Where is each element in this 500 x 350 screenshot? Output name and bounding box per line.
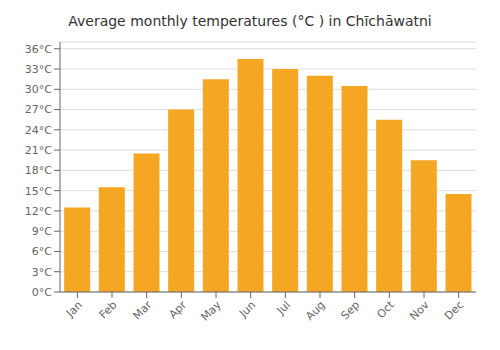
- svg-text:0°C: 0°C: [32, 286, 52, 299]
- svg-text:Nov: Nov: [407, 298, 432, 323]
- svg-text:30°C: 30°C: [25, 83, 52, 96]
- svg-text:Jan: Jan: [63, 298, 85, 320]
- svg-text:27°C: 27°C: [25, 103, 52, 116]
- svg-text:May: May: [198, 298, 224, 324]
- svg-text:12°C: 12°C: [25, 205, 52, 218]
- svg-text:9°C: 9°C: [32, 225, 52, 238]
- svg-text:21°C: 21°C: [25, 144, 52, 157]
- svg-text:Sep: Sep: [338, 298, 362, 322]
- svg-text:18°C: 18°C: [25, 164, 52, 177]
- svg-text:Apr: Apr: [166, 298, 189, 321]
- svg-text:24°C: 24°C: [25, 124, 52, 137]
- svg-text:Oct: Oct: [374, 298, 397, 321]
- svg-text:Aug: Aug: [303, 298, 327, 322]
- svg-text:33°C: 33°C: [25, 63, 52, 76]
- svg-text:6°C: 6°C: [32, 245, 52, 258]
- svg-text:36°C: 36°C: [25, 43, 52, 56]
- svg-text:Jun: Jun: [236, 298, 258, 320]
- svg-text:Jul: Jul: [274, 298, 293, 317]
- svg-text:Dec: Dec: [442, 298, 466, 322]
- svg-text:Feb: Feb: [97, 298, 120, 321]
- html-text:Average monthly temperatures (: Average monthly temperatures (°C ) in Ch…: [68, 13, 432, 29]
- svg-text:Mar: Mar: [130, 298, 154, 322]
- svg-text:3°C: 3°C: [32, 266, 52, 279]
- svg-text:15°C: 15°C: [25, 185, 52, 198]
